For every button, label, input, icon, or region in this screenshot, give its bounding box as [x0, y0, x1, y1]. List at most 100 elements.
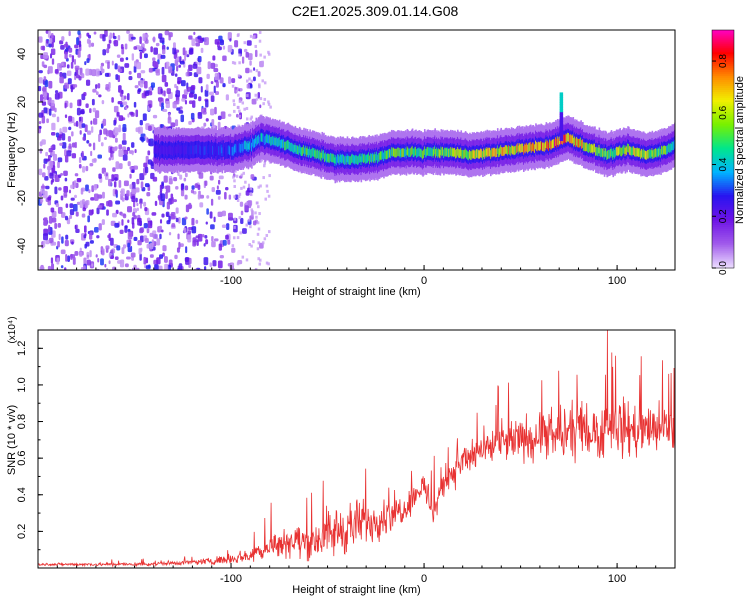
heatmap-cell — [61, 133, 66, 141]
heatmap-cell — [267, 50, 270, 54]
heatmap-cell — [115, 161, 120, 170]
heatmap-cell — [639, 148, 641, 157]
heatmap-cell — [71, 153, 77, 159]
heatmap-cell — [327, 152, 330, 162]
heatmap-cell — [124, 63, 130, 68]
colorbar-segment — [712, 93, 734, 96]
heatmap-cell — [383, 152, 385, 162]
heatmap-cell — [505, 145, 508, 154]
colorbar-segment — [712, 168, 734, 172]
heatmap-cell — [51, 131, 56, 136]
colorbar-segment — [712, 83, 734, 87]
heatmap-cell — [52, 241, 57, 246]
heatmap-cell — [214, 39, 220, 45]
heatmap-cell — [213, 216, 216, 223]
heatmap-cell — [189, 146, 192, 156]
heatmap-cell — [158, 98, 162, 103]
heatmap-cell — [188, 146, 191, 155]
heatmap-cell — [196, 66, 202, 75]
colorbar-segment — [712, 30, 734, 33]
heatmap-cell — [51, 210, 57, 218]
heatmap-cell — [284, 141, 286, 151]
heatmap-cell — [153, 47, 158, 55]
heatmap-cell — [527, 144, 529, 154]
heatmap-cell — [159, 37, 165, 43]
heatmap-cell — [137, 217, 142, 226]
heatmap-cell — [245, 106, 249, 110]
heatmap-cell — [217, 260, 223, 269]
heatmap-cell — [513, 146, 516, 156]
heatmap-cell — [88, 39, 92, 48]
heatmap-cell — [170, 146, 172, 156]
heatmap-cell — [181, 98, 186, 102]
heatmap-cell — [61, 236, 64, 244]
heatmap-cell — [172, 145, 175, 155]
heatmap-cell — [133, 65, 137, 73]
heatmap-cell — [267, 100, 270, 104]
heatmap-cell — [205, 239, 209, 245]
heatmap-cell — [91, 263, 94, 267]
heatmap-cell — [195, 219, 199, 224]
heatmap-cell — [465, 149, 468, 159]
heatmap-cell — [88, 143, 92, 147]
heatmap-cell — [617, 147, 620, 157]
heatmap-cell — [525, 142, 528, 152]
colorbar-segment — [712, 188, 734, 192]
heatmap-cell — [451, 147, 454, 156]
colorbar-segment — [712, 186, 734, 190]
colorbar-segment — [712, 250, 734, 253]
heatmap-cell — [575, 136, 578, 146]
heatmap-cell — [672, 141, 674, 151]
heatmap-cell — [199, 37, 204, 42]
heatmap-cell — [227, 32, 232, 41]
heatmap-cell — [121, 140, 127, 145]
heatmap-cell — [97, 205, 103, 209]
heatmap-cell — [214, 146, 217, 156]
heatmap-cell — [250, 208, 254, 212]
heatmap-cell — [452, 148, 455, 158]
heatmap-cell — [58, 134, 63, 139]
heatmap-cell — [45, 185, 50, 190]
heatmap-cell — [50, 99, 55, 107]
colorbar-segment — [712, 240, 734, 243]
heatmap-cell — [201, 107, 206, 113]
heatmap-cell — [263, 55, 266, 59]
heatmap-cell — [158, 144, 160, 153]
heatmap-cell — [405, 149, 408, 159]
heatmap-cell — [172, 199, 178, 203]
heatmap-cell — [58, 233, 61, 241]
colorbar-segment — [712, 139, 734, 142]
heatmap-cell — [102, 118, 107, 126]
heatmap-cell — [105, 245, 110, 250]
heatmap-cell — [350, 154, 353, 164]
heatmap-cell — [64, 149, 67, 157]
heatmap-cell — [143, 162, 148, 168]
colorbar-segment — [712, 212, 734, 215]
heatmap-cell — [317, 149, 319, 159]
colorbar-segment — [712, 51, 734, 55]
heatmap-cell — [175, 90, 181, 98]
heatmap-cell — [161, 66, 165, 75]
heatmap-cell — [250, 244, 253, 248]
heatmap-cell — [54, 222, 58, 230]
heatmap-cell — [100, 68, 105, 74]
heatmap-cell — [319, 151, 322, 161]
heatmap-cell — [110, 237, 114, 246]
heatmap-cell — [85, 68, 90, 76]
heatmap-cell — [131, 151, 134, 156]
heatmap-cell — [136, 61, 142, 70]
heatmap-cell — [324, 152, 327, 161]
heatmap-cell — [219, 39, 225, 46]
heatmap-cell — [201, 145, 204, 155]
heatmap-cell — [379, 150, 382, 160]
heatmap-cell — [43, 64, 48, 69]
heatmap-cell — [231, 247, 236, 253]
heatmap-cell — [576, 138, 579, 148]
heatmap-cell — [67, 78, 72, 85]
heatmap-cell — [182, 94, 187, 100]
heatmap-cell — [56, 257, 60, 265]
heatmap-cell — [160, 54, 166, 59]
heatmap-cell — [371, 152, 374, 162]
heatmap-cell — [211, 118, 215, 126]
heatmap-cell — [48, 215, 53, 224]
